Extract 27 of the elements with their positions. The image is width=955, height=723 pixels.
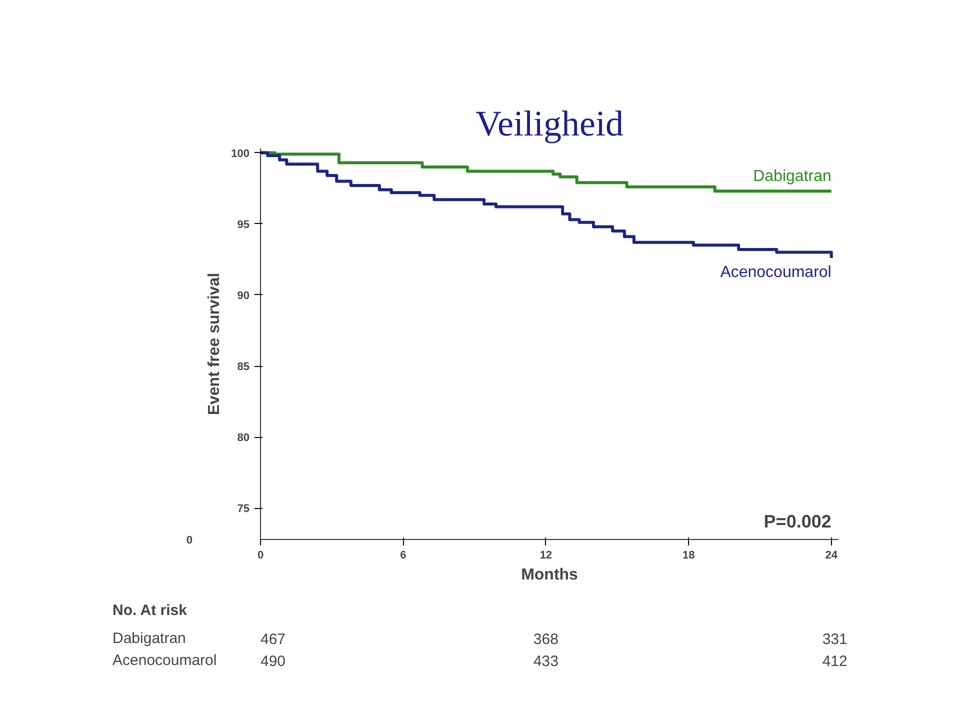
text: Acenocoumarol (112, 652, 217, 669)
chart-title: Veiligheid (476, 104, 624, 144)
y-tick-label: 90 (237, 290, 250, 302)
x-axis-title: Months (521, 566, 578, 584)
y-tick-label: 80 (237, 432, 250, 444)
series-label: Dabigatran (753, 168, 832, 186)
annotation: P=0.002 (764, 512, 832, 532)
y-axis-title: Event free survival (206, 272, 224, 416)
y-tick-label: 95 (237, 218, 250, 231)
text: 467 (260, 631, 286, 648)
text: 433 (533, 653, 558, 670)
y-tick-label: 75 (237, 503, 250, 516)
series-label: Acenocoumarol (720, 264, 832, 281)
y-tick-label: 85 (237, 361, 250, 374)
x-tick-label: 18 (682, 550, 695, 562)
x-tick-label: 12 (540, 550, 552, 562)
text: Dabigatran (112, 630, 186, 647)
text: 412 (822, 653, 848, 670)
x-tick-label: 24 (825, 550, 838, 562)
text: 331 (822, 631, 848, 648)
text: No. At risk (112, 602, 188, 619)
text: 368 (533, 631, 558, 648)
y-tick-label: 100 (231, 148, 250, 160)
x-tick-label: 6 (400, 550, 406, 562)
x-tick-label: 0 (257, 550, 264, 562)
text: 490 (260, 653, 286, 670)
text: 0 (186, 534, 193, 546)
